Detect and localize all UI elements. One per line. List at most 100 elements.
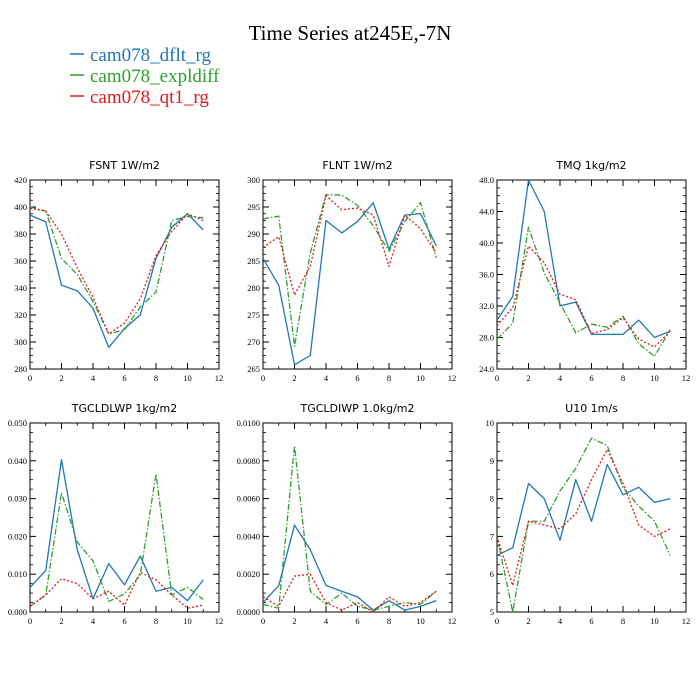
y-tick-label: 0.0020	[237, 569, 260, 579]
y-tick-label: 24.0	[479, 364, 494, 374]
series-line-cam078_qt1_rg	[263, 573, 437, 612]
y-tick-label: 380	[14, 229, 27, 239]
series-line-cam078_dflt_rg	[497, 180, 671, 339]
series-line-cam078_qt1_rg	[30, 207, 204, 335]
x-tick-label: 4	[91, 373, 96, 383]
x-tick-label: 2	[292, 373, 296, 383]
x-tick-label: 4	[558, 616, 563, 626]
x-tick-label: 10	[650, 616, 659, 626]
x-tick-label: 4	[324, 616, 329, 626]
y-tick-label: 0.040	[8, 456, 27, 466]
series-line-cam078_dflt_rg	[263, 524, 437, 611]
series-line-cam078_expldiff	[30, 206, 204, 335]
x-tick-label: 0	[261, 616, 265, 626]
series-line-cam078_expldiff	[263, 193, 437, 347]
chart-panel-0: FSNT 1W/m2 0 2 4 6 8 10 12 280 300 320 340 360 380 400…	[14, 159, 223, 383]
series-line-cam078_expldiff	[497, 437, 671, 612]
y-tick-label: 280	[247, 283, 260, 293]
y-tick-label: 7	[490, 531, 494, 541]
x-tick-label: 2	[526, 616, 530, 626]
y-tick-label: 285	[247, 256, 260, 266]
series-line-cam078_expldiff	[30, 473, 204, 607]
x-tick-label: 4	[91, 616, 96, 626]
y-tick-label: 0.010	[8, 569, 27, 579]
x-tick-label: 6	[355, 373, 359, 383]
y-tick-label: 36.0	[479, 270, 494, 280]
y-tick-label: 0.0040	[237, 531, 260, 541]
plot-frame	[496, 422, 687, 613]
y-tick-label: 0.000	[8, 607, 27, 617]
chart-panel-4: TGCLDIWP 1.0kg/m2 0 2 4 6 8 10 12 0.0000 0.0020 0.…	[237, 402, 457, 626]
panel-title: U10 1m/s	[565, 402, 618, 415]
x-tick-label: 12	[448, 616, 457, 626]
y-tick-label: 0.0100	[237, 418, 260, 428]
y-tick-label: 0.0060	[237, 494, 260, 504]
legend-label-qt1: cam078_qt1_rg	[90, 87, 209, 108]
figure-legend: cam078_dflt_rg cam078_expldiff cam078_qt…	[70, 45, 220, 108]
y-tick-label: 48.0	[479, 175, 494, 185]
x-tick-label: 8	[387, 616, 391, 626]
x-tick-label: 12	[215, 616, 224, 626]
x-tick-label: 4	[324, 373, 329, 383]
series-line-cam078_qt1_rg	[497, 448, 671, 587]
x-tick-label: 6	[589, 616, 593, 626]
y-tick-label: 290	[247, 229, 260, 239]
chart-panel-3: TGCLDLWP 1kg/m2 0 2 4 6 8 10 12 0.000 0.010 0.020 0…	[8, 402, 223, 626]
x-tick-label: 10	[416, 616, 425, 626]
x-tick-label: 10	[416, 373, 425, 383]
x-tick-label: 4	[558, 373, 563, 383]
x-tick-label: 6	[589, 373, 593, 383]
y-tick-label: 0.050	[8, 418, 27, 428]
y-tick-label: 0.030	[8, 494, 27, 504]
x-tick-label: 8	[621, 616, 625, 626]
panel-title: TMQ 1kg/m2	[555, 159, 626, 172]
y-tick-label: 275	[247, 310, 260, 320]
panel-title: TGCLDIWP 1.0kg/m2	[299, 402, 414, 415]
plot-frame	[496, 179, 687, 370]
y-tick-label: 280	[14, 364, 27, 374]
x-tick-label: 2	[59, 616, 63, 626]
chart-panels: FSNT 1W/m20 2 4 6 8 10 12280300320340360380400…	[8, 159, 690, 626]
legend-label-dflt: cam078_dflt_rg	[90, 45, 212, 66]
x-tick-label: 8	[387, 373, 391, 383]
plot-frame	[262, 422, 453, 613]
x-tick-label: 6	[122, 373, 126, 383]
chart-panel-1: FLNT 1W/m2 0 2 4 6 8 10 12 265 270 275 280 285 290 295…	[247, 159, 456, 383]
x-tick-label: 10	[650, 373, 659, 383]
x-tick-label: 12	[215, 373, 224, 383]
x-tick-label: 12	[682, 373, 691, 383]
y-tick-label: 0.020	[8, 531, 27, 541]
y-tick-label: 0.0080	[237, 456, 260, 466]
series-line-cam078_expldiff	[497, 226, 671, 358]
series-line-cam078_dflt_rg	[30, 459, 204, 602]
y-tick-label: 32.0	[479, 301, 494, 311]
y-tick-label: 340	[14, 283, 27, 293]
y-tick-label: 320	[14, 310, 27, 320]
chart-panel-5: U10 1m/s 0 2 4 6 8 10 12 5 6 7 8 9 10	[486, 402, 691, 626]
x-tick-label: 8	[621, 373, 625, 383]
y-tick-label: 295	[247, 202, 260, 212]
x-tick-label: 0	[495, 616, 499, 626]
figure-title: Time Series at245E,-7N	[249, 21, 452, 45]
x-tick-label: 0	[261, 373, 265, 383]
y-tick-label: 8	[490, 494, 494, 504]
y-tick-label: 5	[490, 607, 494, 617]
x-tick-label: 0	[28, 616, 32, 626]
x-tick-label: 6	[122, 616, 126, 626]
y-tick-label: 400	[14, 202, 27, 212]
y-tick-label: 44.0	[479, 207, 494, 217]
y-tick-label: 9	[490, 456, 494, 466]
chart-panel-2: TMQ 1kg/m2 0 2 4 6 8 10 12 24.0 28.0 32.0 36.0 40.0 4…	[479, 159, 690, 383]
y-tick-label: 10	[486, 418, 495, 428]
y-tick-label: 300	[247, 175, 260, 185]
x-tick-label: 12	[448, 373, 457, 383]
x-tick-label: 0	[495, 373, 499, 383]
panel-title: FLNT 1W/m2	[322, 159, 392, 172]
x-tick-label: 0	[28, 373, 32, 383]
panel-title: TGCLDLWP 1kg/m2	[71, 402, 177, 415]
x-tick-label: 8	[154, 373, 158, 383]
y-tick-label: 420	[14, 175, 27, 185]
series-line-cam078_qt1_rg	[263, 195, 437, 296]
y-tick-label: 6	[490, 569, 494, 579]
